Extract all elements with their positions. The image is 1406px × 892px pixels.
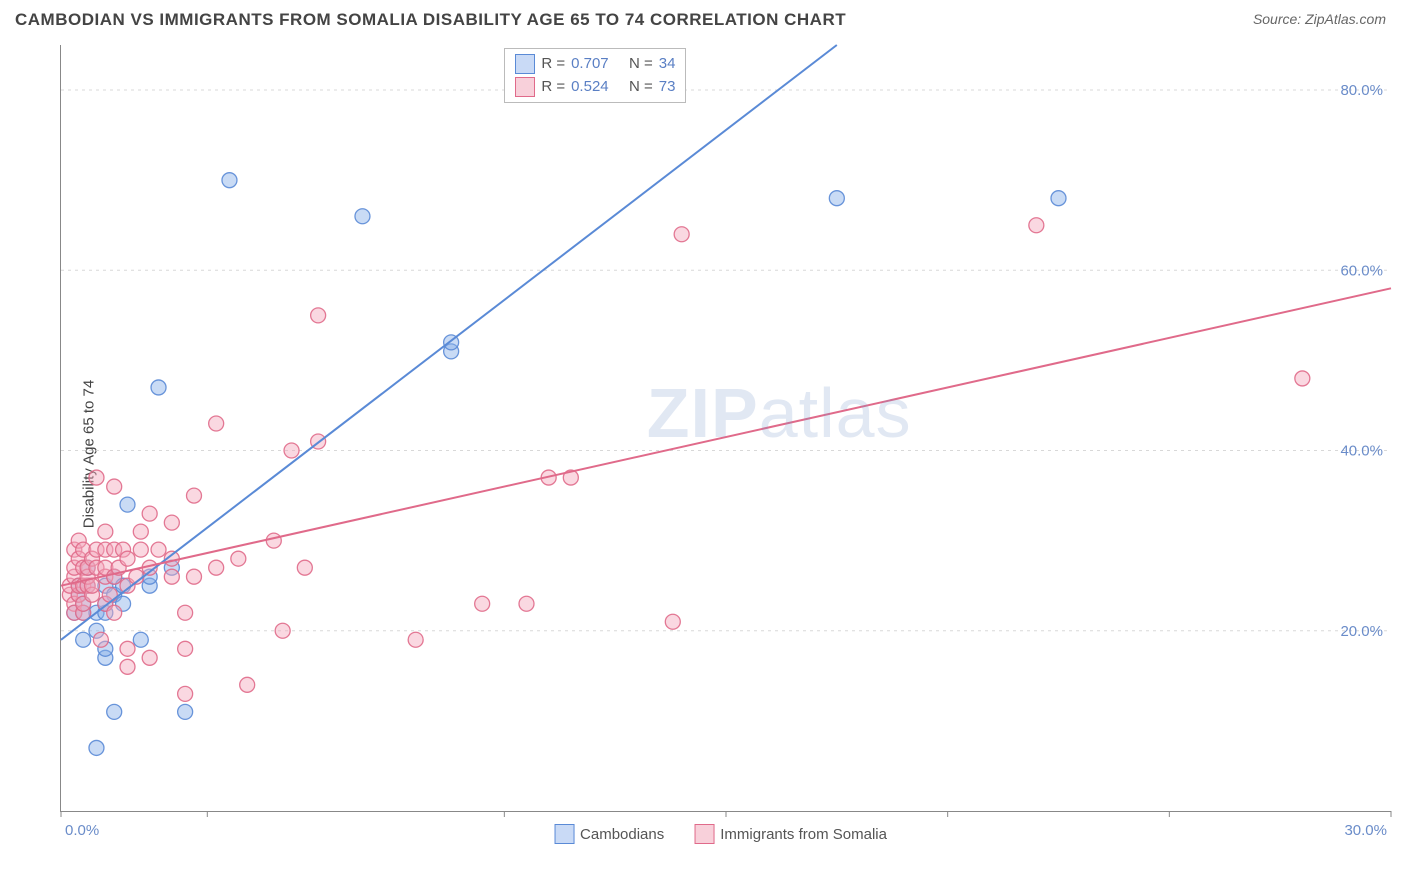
r-value-cambodians: 0.707	[571, 53, 609, 76]
chart-title: CAMBODIAN VS IMMIGRANTS FROM SOMALIA DIS…	[15, 10, 846, 30]
source: Source: ZipAtlas.com	[1253, 11, 1386, 29]
svg-text:60.0%: 60.0%	[1340, 262, 1383, 279]
scatter-plot-svg: 20.0%40.0%60.0%80.0%0.0%30.0%	[61, 45, 1391, 811]
n-label: N =	[629, 53, 653, 76]
plot-region: 20.0%40.0%60.0%80.0%0.0%30.0% ZIPatlas R…	[60, 45, 1391, 812]
swatch-blue-icon	[554, 824, 574, 844]
svg-text:30.0%: 30.0%	[1344, 822, 1387, 839]
source-name: ZipAtlas.com	[1305, 11, 1386, 27]
series-legend-somalia: Immigrants from Somalia	[694, 824, 887, 844]
n-label: N =	[629, 76, 653, 99]
r-label: R =	[541, 76, 565, 99]
legend-row-cambodians: R = 0.707 N = 34	[515, 53, 675, 76]
source-label: Source:	[1253, 11, 1305, 27]
svg-text:40.0%: 40.0%	[1340, 443, 1383, 460]
svg-text:0.0%: 0.0%	[65, 822, 99, 839]
svg-text:20.0%: 20.0%	[1340, 623, 1383, 640]
r-value-somalia: 0.524	[571, 76, 609, 99]
series-legend-cambodians: Cambodians	[554, 824, 664, 844]
series-legend: Cambodians Immigrants from Somalia	[554, 824, 887, 844]
series-name-somalia: Immigrants from Somalia	[720, 826, 887, 843]
swatch-blue-icon	[515, 54, 535, 74]
swatch-pink-icon	[515, 77, 535, 97]
svg-text:80.0%: 80.0%	[1340, 82, 1383, 99]
chart-area: Disability Age 65 to 74 20.0%40.0%60.0%8…	[50, 45, 1391, 862]
correlation-legend: R = 0.707 N = 34 R = 0.524 N = 73	[504, 48, 686, 103]
legend-row-somalia: R = 0.524 N = 73	[515, 76, 675, 99]
series-name-cambodians: Cambodians	[580, 826, 664, 843]
r-label: R =	[541, 53, 565, 76]
n-value-somalia: 73	[659, 76, 676, 99]
swatch-pink-icon	[694, 824, 714, 844]
n-value-cambodians: 34	[659, 53, 676, 76]
